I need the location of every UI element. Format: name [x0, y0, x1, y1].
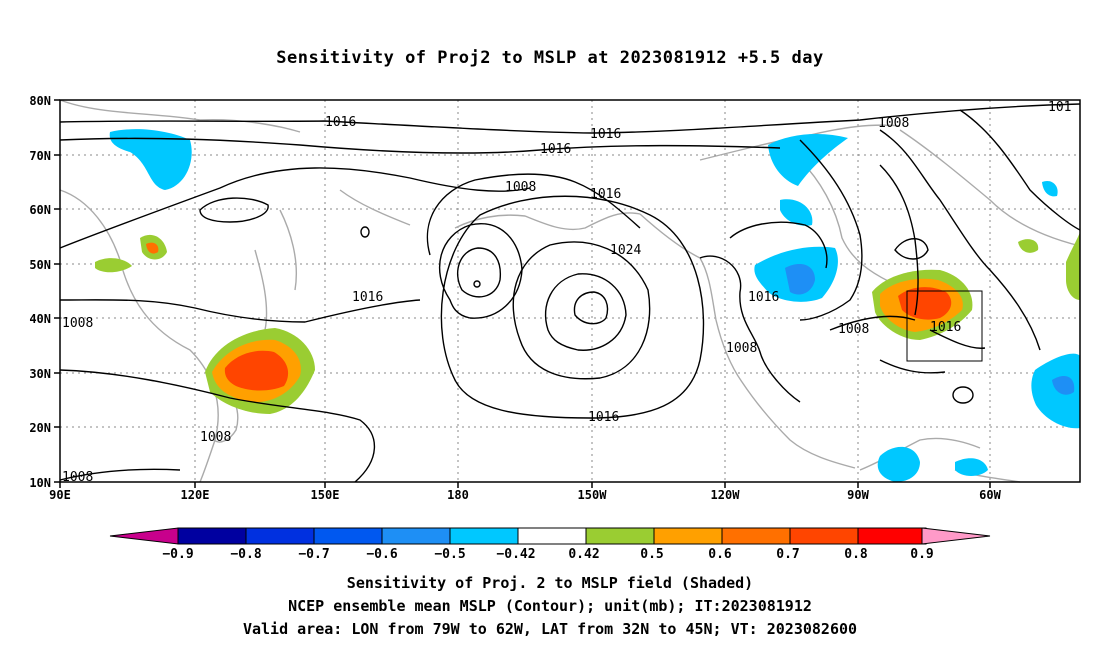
negative-sensitivity-area: [768, 133, 848, 186]
contour-label: 1008: [200, 430, 231, 445]
contour-label: 1016: [540, 142, 571, 157]
mslp-contours: [59, 103, 1081, 483]
negative-sensitivity-area: [1052, 376, 1075, 395]
colorbar-labels: −0.9 −0.8 −0.7 −0.6 −0.5 −0.42 0.42 0.5 …: [162, 547, 933, 562]
lon-tick-label: 120W: [711, 488, 741, 502]
lon-tick-label: 150W: [578, 488, 608, 502]
negative-sensitivity-area: [877, 446, 920, 482]
positive-sensitivity-area: [224, 350, 289, 391]
colorbar-label: −0.8: [230, 547, 261, 562]
lon-tick-label: 150E: [311, 488, 340, 502]
positive-sensitivity-area: [95, 258, 132, 273]
negative-sensitivity-area: [785, 264, 815, 295]
lon-tick-label: 120E: [181, 488, 210, 502]
negative-sensitivity-area: [780, 199, 813, 226]
colorbar-cell: [177, 527, 247, 545]
longitude-labels: 90E 120E 150E 180 150W 120W 90W 60W: [49, 488, 1001, 502]
colorbar-cell: [381, 527, 451, 545]
colorbar-low-triangle: [109, 527, 179, 545]
colorbar-label: 0.5: [640, 547, 663, 562]
colorbar-label: 0.8: [844, 547, 868, 562]
lat-tick-label: 70N: [29, 149, 51, 163]
lat-tick-label: 20N: [29, 421, 51, 435]
caption-line-1: Sensitivity of Proj. 2 to MSLP field (Sh…: [346, 574, 754, 592]
contour-label: 1008: [838, 322, 869, 337]
lat-tick-label: 30N: [29, 367, 51, 381]
colorbar-label: 0.7: [776, 547, 799, 562]
positive-sensitivity-area: [1018, 239, 1039, 253]
contour-label: 1024: [610, 243, 641, 258]
colorbar-label: −0.6: [366, 547, 397, 562]
lon-tick-label: 180: [447, 488, 469, 502]
colorbar-label: 0.42: [568, 547, 599, 562]
colorbar-label: −0.7: [298, 547, 329, 562]
contour-label: 1008: [62, 316, 93, 331]
latitude-labels: 80N 70N 60N 50N 40N 30N 20N 10N: [29, 94, 51, 490]
colorbar-cell: [585, 527, 655, 545]
negative-sensitivity-area: [109, 129, 192, 190]
contour-label: 1016: [588, 410, 619, 425]
contour-label: 1016: [352, 290, 383, 305]
lat-tick-label: 60N: [29, 203, 51, 217]
negative-sensitivity-area: [1042, 180, 1058, 197]
contour-label: 1016: [325, 115, 356, 130]
colorbar-cell: [857, 527, 927, 545]
colorbar-label: −0.5: [434, 547, 465, 562]
colorbar-cell: [313, 527, 383, 545]
colorbar-cells: [177, 527, 927, 545]
positive-sensitivity-area: [146, 242, 159, 254]
caption-line-2: NCEP ensemble mean MSLP (Contour); unit(…: [288, 597, 812, 615]
positive-sensitivity-area: [1066, 232, 1080, 300]
negative-sensitivity-area: [955, 458, 988, 476]
positive-sensitivity-area: [898, 287, 952, 320]
colorbar-cell: [653, 527, 723, 545]
colorbar-cell: [721, 527, 791, 545]
contour-label: 1008: [726, 341, 757, 356]
negative-sensitivity-area: [1031, 353, 1080, 429]
colorbar-cell: [517, 527, 587, 545]
lon-tick-label: 90W: [847, 488, 869, 502]
colorbar-label: 0.6: [708, 547, 732, 562]
contour-label: 101: [1048, 100, 1071, 115]
contour-label: 1016: [748, 290, 779, 305]
figure-title: Sensitivity of Proj2 to MSLP at 20230819…: [276, 48, 824, 68]
colorbar-high-triangle: [921, 527, 991, 545]
colorbar-cell: [449, 527, 519, 545]
colorbar: −0.9 −0.8 −0.7 −0.6 −0.5 −0.42 0.42 0.5 …: [109, 527, 991, 562]
lon-tick-label: 60W: [979, 488, 1001, 502]
valid-area-box: [906, 290, 983, 362]
caption-line-3: Valid area: LON from 79W to 62W, LAT fro…: [242, 620, 858, 638]
lat-tick-label: 40N: [29, 312, 51, 326]
lat-tick-label: 10N: [29, 476, 51, 490]
shaded-sensitivity: [95, 129, 1080, 482]
lat-tick-label: 80N: [29, 94, 51, 108]
colorbar-cell: [789, 527, 859, 545]
colorbar-label: −0.42: [496, 547, 535, 562]
map-frame: [59, 99, 1081, 483]
contour-label: 1008: [505, 180, 536, 195]
contour-label: 1016: [590, 187, 621, 202]
contour-label: 1008: [878, 116, 909, 131]
axis-ticks: [54, 99, 991, 488]
colorbar-label: −0.9: [162, 547, 193, 562]
colorbar-label: 0.9: [910, 547, 933, 562]
lat-tick-label: 50N: [29, 258, 51, 272]
lon-tick-label: 90E: [49, 488, 71, 502]
colorbar-cell: [245, 527, 315, 545]
contour-label: 1016: [930, 320, 961, 335]
contour-label: 1016: [590, 127, 621, 142]
